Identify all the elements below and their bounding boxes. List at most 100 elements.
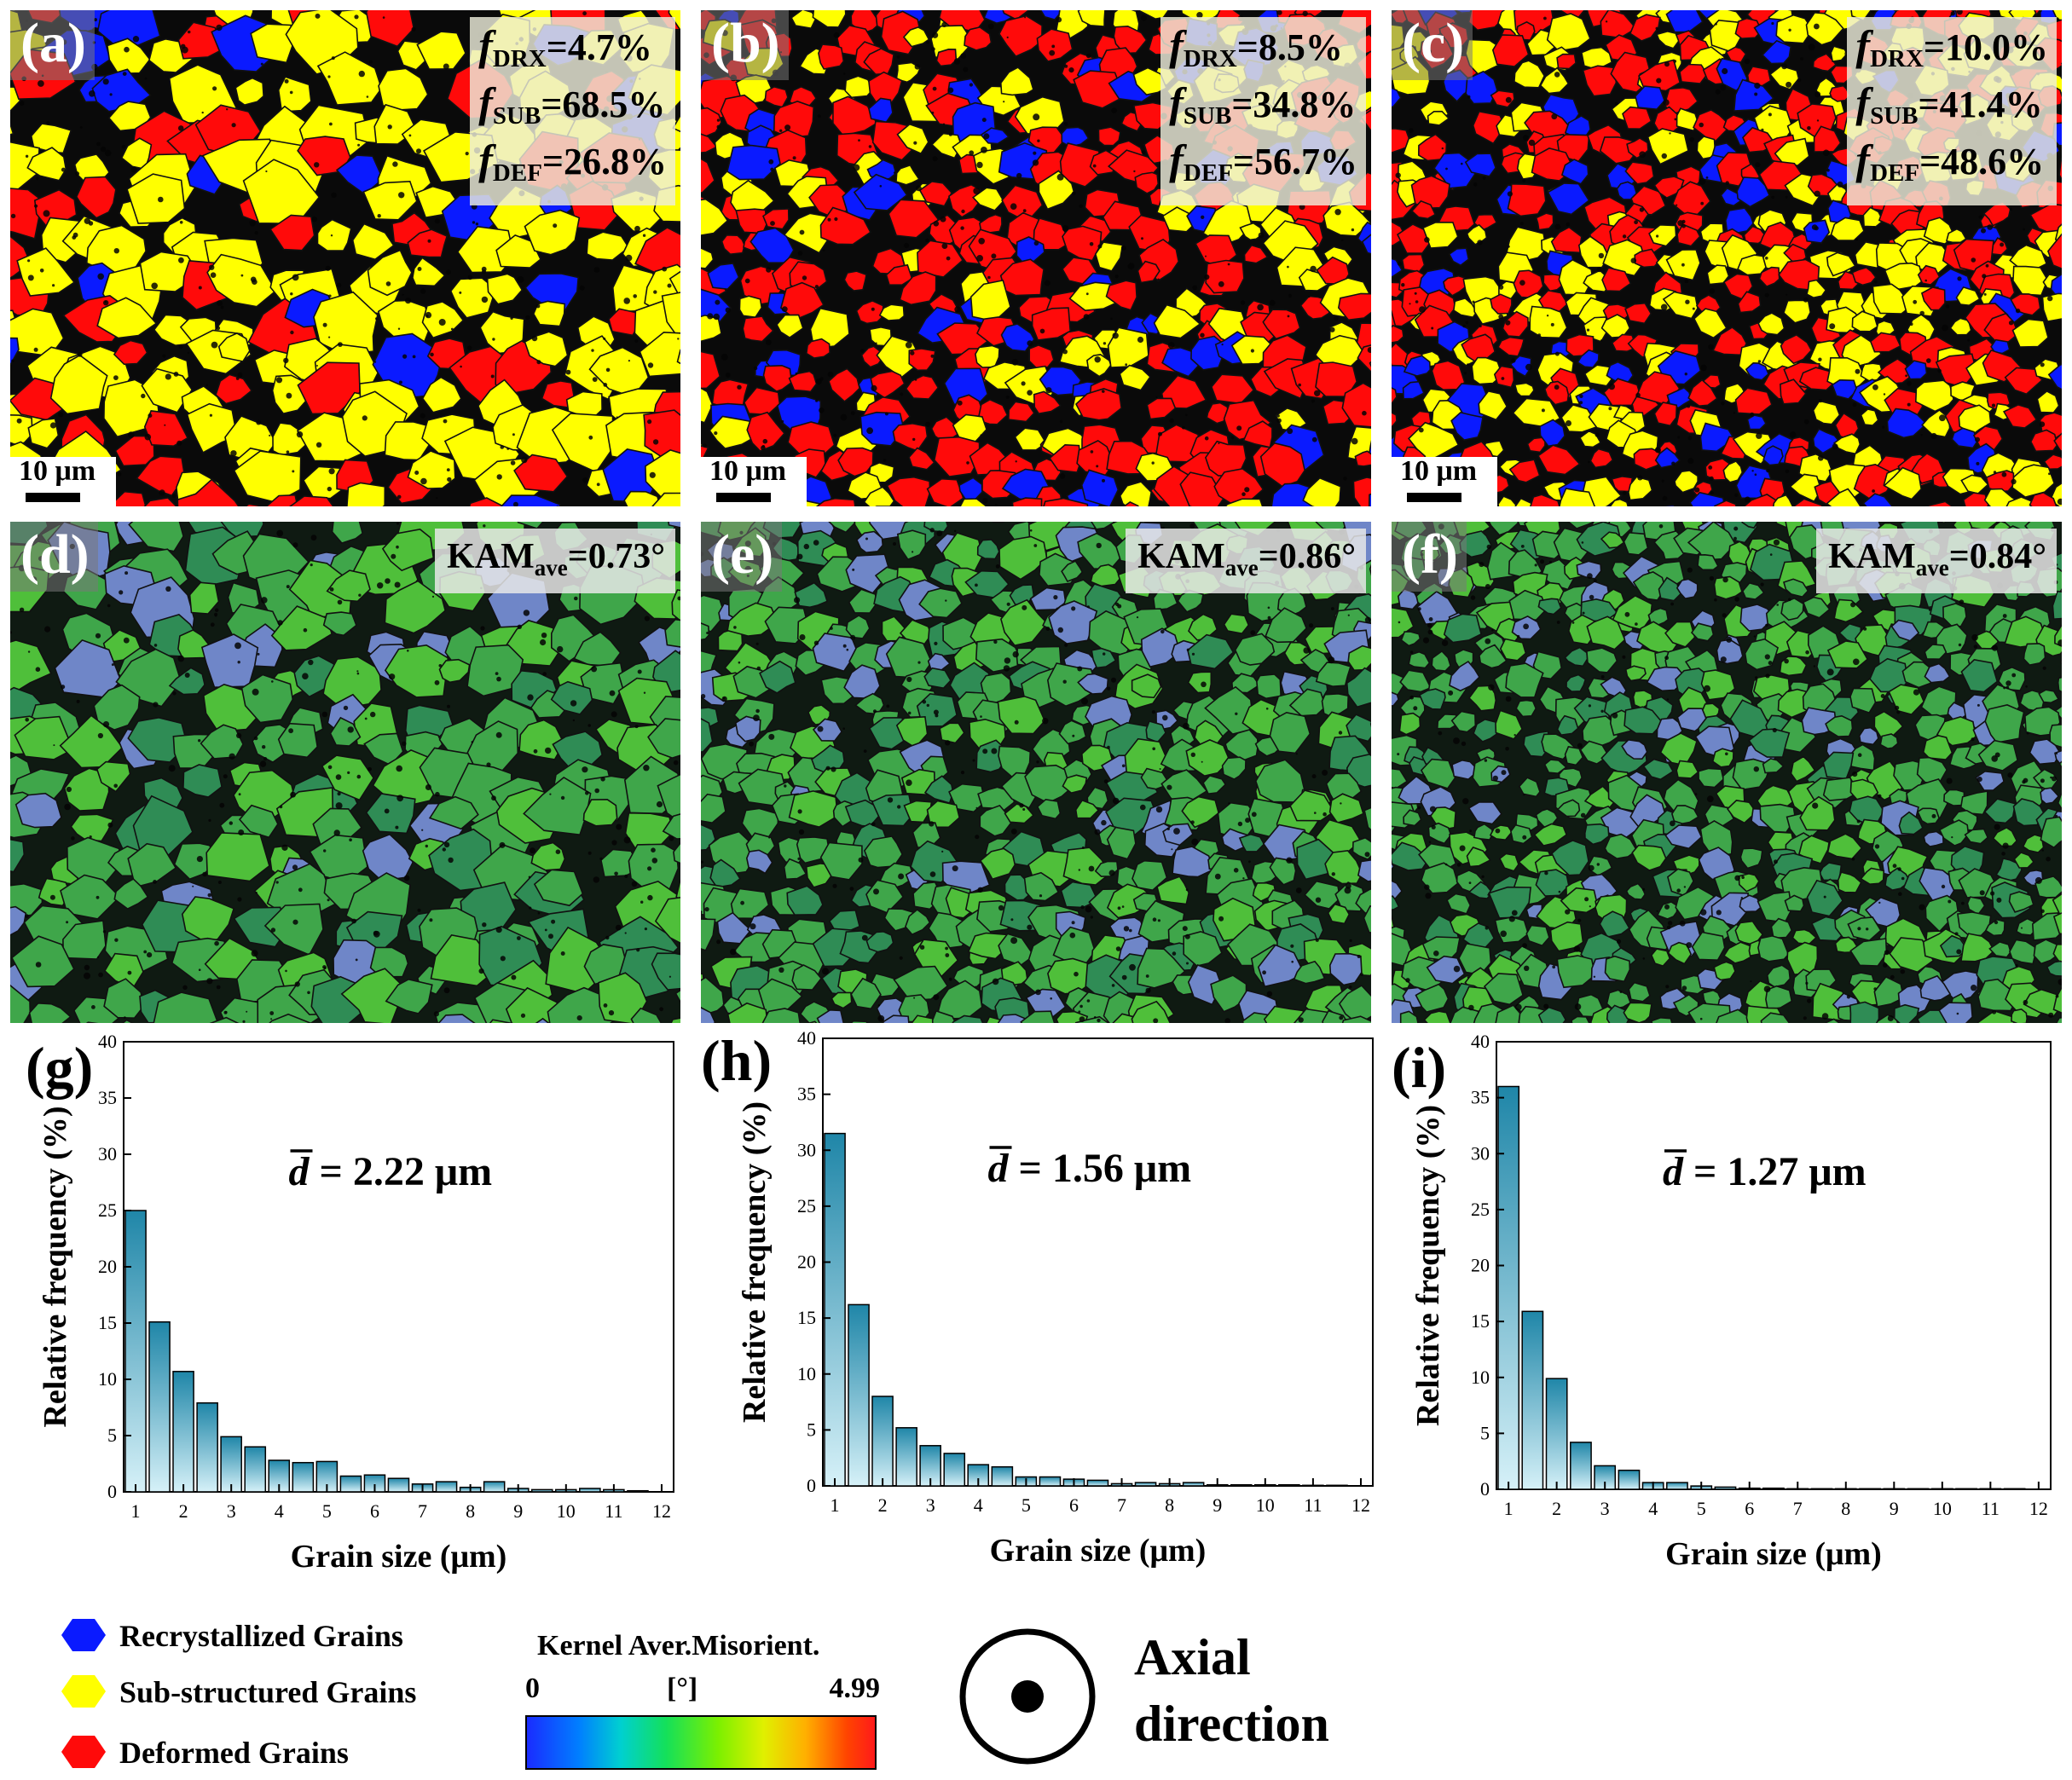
y-tick-label: 40: [797, 1027, 816, 1049]
y-tick-label: 10: [98, 1368, 117, 1390]
histogram-bar: [871, 1396, 894, 1487]
y-tick-label: 30: [1471, 1142, 1490, 1164]
f-sub-value-c: =41.4%: [1918, 84, 2043, 125]
kam-value-f: =0.84°: [1948, 537, 2046, 576]
x-tick-label: 1: [131, 1500, 141, 1522]
histogram-bar: [172, 1371, 194, 1493]
y-tick-label: 15: [797, 1307, 816, 1328]
x-tick-label: 12: [2029, 1498, 2048, 1519]
panel-label-d: (d): [10, 522, 98, 592]
f-drx-value-b: =8.5%: [1236, 26, 1343, 68]
x-tick-label: 11: [1982, 1498, 2000, 1519]
y-tick-label: 25: [1471, 1199, 1490, 1220]
panel-label-g: (g): [26, 1035, 94, 1100]
panel-label-c: (c): [1392, 10, 1473, 80]
panel-label-f: (f): [1392, 522, 1467, 592]
x-tick-label: 9: [513, 1500, 523, 1522]
y-tick-label: 0: [807, 1475, 816, 1496]
y-tick-label: 20: [797, 1251, 816, 1273]
x-axis-label: Grain size (μm): [990, 1533, 1207, 1569]
fraction-box-b: fDRX=8.5% fSUB=34.8% fDEF=56.7%: [1160, 17, 1366, 205]
histogram-bar: [1326, 1484, 1348, 1487]
kam-value-d: =0.73°: [567, 537, 665, 576]
x-tick-label: 11: [605, 1500, 622, 1522]
plot-frame: [822, 1037, 1374, 1487]
histogram-bar: [1230, 1483, 1253, 1487]
kam-average-d: KAMave=0.73°: [435, 529, 675, 593]
x-tick-label: 9: [1213, 1494, 1222, 1516]
histogram-bar: [848, 1303, 870, 1487]
y-tick-label: 10: [797, 1363, 816, 1384]
x-tick-label: 7: [1793, 1498, 1803, 1519]
y-tick-label: 35: [1471, 1087, 1490, 1108]
histogram-bar: [530, 1488, 553, 1493]
y-tick-label: 0: [1480, 1478, 1490, 1500]
kam-average-e: KAMave=0.86°: [1126, 529, 1366, 593]
x-tick-label: 6: [1745, 1498, 1754, 1519]
kam-map-f-image: [1392, 522, 2062, 1023]
x-tick-label: 10: [557, 1500, 576, 1522]
grain-type-legend: Recrystallized Grains Sub-structured Gra…: [61, 1615, 505, 1777]
f-drx-value-a: =4.7%: [546, 26, 652, 68]
red-hexagon-icon: [61, 1736, 106, 1768]
histogram-bar: [220, 1436, 242, 1493]
y-tick-label: 40: [1471, 1031, 1490, 1052]
x-tick-label: 1: [831, 1494, 840, 1516]
f-drx-value-c: =10.0%: [1923, 26, 2048, 68]
x-axis-label: Grain size (μm): [1665, 1536, 1882, 1572]
x-tick-label: 3: [926, 1494, 935, 1516]
histogram-bar: [1859, 1488, 1881, 1490]
y-tick-label: 40: [98, 1031, 117, 1052]
histogram-bar: [435, 1481, 458, 1493]
grain-map-b: (b) fDRX=8.5% fSUB=34.8% fDEF=56.7% 10 μ…: [701, 10, 1371, 506]
y-axis-label: Relative frequency (%): [38, 1106, 73, 1427]
histogram-bar: [895, 1427, 917, 1487]
x-tick-label: 8: [1165, 1494, 1174, 1516]
histogram-bar: [339, 1475, 362, 1493]
x-tick-label: 2: [1552, 1498, 1561, 1519]
histogram-bar: [1086, 1479, 1109, 1487]
kam-legend-unit: [°]: [667, 1673, 698, 1704]
x-tick-label: 3: [227, 1500, 236, 1522]
kam-map-d: (d) KAMave=0.73°: [10, 522, 680, 1023]
y-tick-label: 35: [797, 1084, 816, 1105]
x-tick-label: 2: [179, 1500, 188, 1522]
kam-map-d-image: [10, 522, 680, 1023]
f-sub-value-b: =34.8%: [1231, 84, 1357, 125]
panel-label-b: (b): [701, 10, 789, 80]
fraction-box-a: fDRX=4.7% fSUB=68.5% fDEF=26.8%: [470, 17, 675, 205]
histogram-bar: [1810, 1488, 1833, 1490]
histogram-bar: [124, 1210, 147, 1493]
histogram-bar: [1666, 1482, 1688, 1490]
x-tick-label: 1: [1504, 1498, 1513, 1519]
kam-legend-title: Kernel Aver.Misorient.: [537, 1630, 820, 1662]
mean-grain-size-annotation: d = 2.22 μm: [289, 1149, 493, 1194]
histogram-bar: [1134, 1482, 1157, 1487]
panel-label-a: (a): [10, 10, 95, 80]
scale-bar-c: 10 μm: [1392, 457, 1497, 506]
x-tick-label: 10: [1256, 1494, 1275, 1516]
histogram-bar: [2003, 1488, 2026, 1490]
histogram-bar: [1497, 1085, 1520, 1490]
y-tick-label: 5: [107, 1425, 117, 1446]
kam-legend-max: 4.99: [829, 1673, 881, 1704]
y-axis-label: Relative frequency (%): [1410, 1105, 1446, 1426]
histogram-bar: [579, 1488, 601, 1493]
y-tick-label: 30: [797, 1139, 816, 1160]
histogram-bar: [1278, 1483, 1300, 1487]
x-tick-label: 6: [1069, 1494, 1079, 1516]
histogram-bar: [943, 1453, 966, 1487]
panel-label-h: (h): [701, 1028, 773, 1093]
kam-value-e: =0.86°: [1258, 537, 1356, 576]
f-sub-value-a: =68.5%: [541, 84, 666, 125]
histogram-bar: [196, 1401, 218, 1493]
kam-map-f: (f) KAMave=0.84°: [1392, 522, 2062, 1023]
x-tick-label: 5: [322, 1500, 332, 1522]
fraction-box-c: fDRX=10.0% fSUB=41.4% fDEF=48.6%: [1847, 17, 2057, 205]
y-tick-label: 20: [98, 1256, 117, 1277]
histogram-bar: [1618, 1469, 1641, 1490]
histogram-bar: [1182, 1482, 1205, 1487]
